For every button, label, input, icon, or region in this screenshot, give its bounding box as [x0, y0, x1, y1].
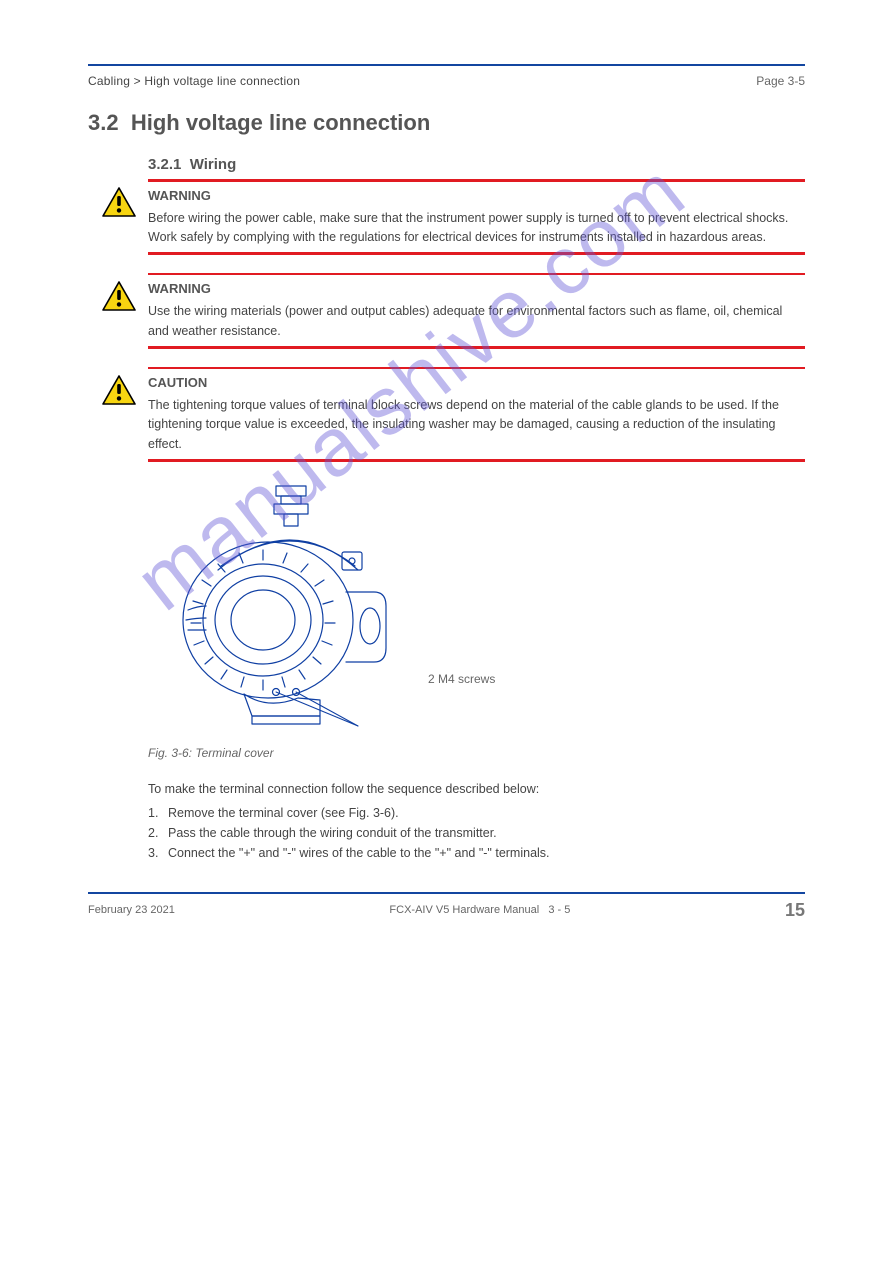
red-rule-bottom-3	[148, 459, 805, 462]
warning-1-label: WARNING	[148, 188, 805, 203]
warning-block-2: WARNING Use the wiring materials (power …	[88, 273, 805, 349]
content-area: Cabling > High voltage line connection P…	[88, 64, 805, 921]
subsection-number: 3.2.1	[148, 156, 181, 173]
red-rule-bottom-2	[148, 346, 805, 349]
warning-block-1: WARNING Before wiring the power cable, m…	[88, 179, 805, 255]
footer-title: FCX-AIV V5 Hardware Manual 3 - 5	[389, 904, 570, 916]
red-rule-top-3	[148, 367, 805, 370]
footer-row: February 23 2021 FCX-AIV V5 Hardware Man…	[88, 900, 805, 921]
header-page-label: Page 3-5	[756, 74, 805, 88]
procedure-step-3: 3.Connect the "+" and "-" wires of the c…	[148, 846, 805, 860]
footer-page-number: 15	[785, 900, 805, 921]
red-rule-top-2	[148, 273, 805, 276]
header-rule	[88, 64, 805, 66]
caution-label: CAUTION	[148, 375, 805, 390]
red-rule-bottom	[148, 252, 805, 255]
header-row: Cabling > High voltage line connection P…	[88, 74, 805, 88]
subsection-title: Wiring	[190, 156, 237, 173]
warning-2-text: Use the wiring materials (power and outp…	[148, 302, 805, 341]
red-rule-top	[148, 179, 805, 182]
warning-icon-2	[102, 281, 136, 316]
caution-block: CAUTION The tightening torque values of …	[88, 367, 805, 462]
procedure-intro: To make the terminal connection follow t…	[148, 782, 805, 796]
warning-2-label: WARNING	[148, 281, 805, 296]
procedure-list: 1.Remove the terminal cover (see Fig. 3-…	[148, 806, 805, 860]
warning-icon	[102, 187, 136, 222]
section-heading: 3.2 High voltage line connection	[88, 110, 805, 136]
caution-icon	[102, 375, 136, 410]
procedure-step-1: 1.Remove the terminal cover (see Fig. 3-…	[148, 806, 805, 820]
section-number: 3.2	[88, 110, 119, 135]
figure-row: 2 M4 screws	[148, 480, 805, 740]
subsection-heading: 3.2.1 Wiring	[148, 156, 805, 173]
section-title: High voltage line connection	[131, 110, 430, 135]
caution-text: The tightening torque values of terminal…	[148, 396, 805, 454]
figure-caption: Fig. 3-6: Terminal cover	[148, 746, 805, 760]
transmitter-diagram	[148, 480, 418, 740]
procedure-step-2: 2.Pass the cable through the wiring cond…	[148, 826, 805, 840]
figure-annotation: 2 M4 screws	[428, 672, 495, 740]
breadcrumb: Cabling > High voltage line connection	[88, 74, 300, 88]
warning-1-text: Before wiring the power cable, make sure…	[148, 209, 805, 248]
footer-date: February 23 2021	[88, 904, 175, 916]
footer-rule	[88, 892, 805, 894]
page-root: manualshive.com Cabling > High voltage l…	[0, 0, 893, 969]
